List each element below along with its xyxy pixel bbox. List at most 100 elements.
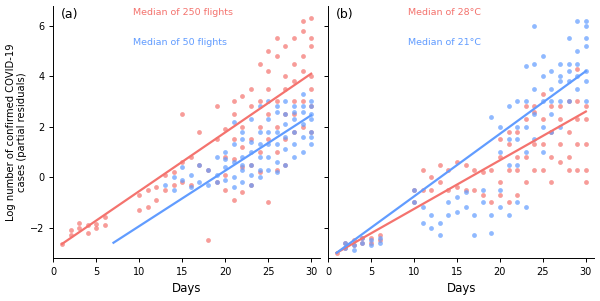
Point bbox=[495, 137, 505, 142]
Point bbox=[581, 167, 590, 172]
Point bbox=[572, 142, 582, 147]
Point bbox=[547, 69, 556, 73]
Point bbox=[255, 175, 265, 179]
Point bbox=[581, 79, 590, 84]
Point bbox=[160, 187, 170, 192]
Point bbox=[220, 157, 230, 162]
Point bbox=[194, 129, 204, 134]
Y-axis label: Log number of confirmed COVID-19
cases (partial residuals): Log number of confirmed COVID-19 cases (… bbox=[5, 43, 27, 221]
Point bbox=[178, 177, 187, 182]
Point bbox=[564, 79, 574, 84]
Point bbox=[272, 124, 281, 129]
Point bbox=[349, 238, 359, 243]
Point bbox=[229, 112, 239, 116]
Point bbox=[529, 61, 539, 66]
Point bbox=[281, 122, 290, 126]
Point bbox=[564, 69, 574, 73]
Point bbox=[246, 162, 256, 167]
Point bbox=[289, 117, 299, 122]
Point bbox=[238, 180, 247, 185]
Point bbox=[478, 200, 488, 205]
Point bbox=[169, 187, 178, 192]
Point bbox=[289, 61, 299, 66]
Point bbox=[512, 129, 522, 134]
Point bbox=[461, 190, 470, 195]
Point bbox=[307, 36, 316, 41]
Point bbox=[66, 233, 76, 237]
Point bbox=[529, 104, 539, 109]
Point bbox=[538, 124, 548, 129]
Point bbox=[100, 215, 110, 220]
Point bbox=[143, 205, 152, 210]
Point bbox=[409, 187, 419, 192]
Text: Median of 28°C: Median of 28°C bbox=[408, 8, 481, 17]
Point bbox=[100, 223, 110, 228]
Point bbox=[521, 205, 530, 210]
Point bbox=[572, 74, 582, 79]
Point bbox=[435, 180, 445, 185]
Point bbox=[521, 124, 530, 129]
Point bbox=[358, 240, 367, 245]
Point bbox=[547, 104, 556, 109]
Point bbox=[263, 129, 273, 134]
Point bbox=[246, 86, 256, 91]
Point bbox=[57, 242, 67, 247]
Point bbox=[255, 170, 265, 175]
Point bbox=[547, 180, 556, 185]
Point bbox=[529, 23, 539, 28]
Point bbox=[581, 69, 590, 73]
Point bbox=[298, 150, 307, 154]
Point bbox=[349, 243, 359, 248]
Point bbox=[409, 200, 419, 205]
Point bbox=[307, 16, 316, 20]
Point bbox=[169, 175, 178, 179]
Point bbox=[229, 99, 239, 104]
Point bbox=[92, 225, 101, 230]
Point bbox=[74, 225, 84, 230]
Point bbox=[272, 109, 281, 114]
Point bbox=[487, 114, 496, 119]
Point bbox=[169, 182, 178, 187]
Point bbox=[512, 192, 522, 197]
Point bbox=[298, 124, 307, 129]
Point bbox=[255, 167, 265, 172]
Point bbox=[255, 150, 265, 154]
Point bbox=[281, 147, 290, 152]
Point bbox=[298, 122, 307, 126]
Point bbox=[375, 235, 385, 240]
Point bbox=[169, 170, 178, 175]
Point bbox=[246, 139, 256, 144]
Point bbox=[272, 150, 281, 154]
Point bbox=[255, 61, 265, 66]
Point bbox=[504, 162, 514, 167]
Point bbox=[238, 94, 247, 99]
Point bbox=[461, 162, 470, 167]
Point bbox=[263, 69, 273, 73]
Point bbox=[263, 99, 273, 104]
Point bbox=[504, 129, 514, 134]
Point bbox=[255, 104, 265, 109]
Point bbox=[134, 192, 144, 197]
Point bbox=[66, 228, 76, 232]
Text: (a): (a) bbox=[61, 8, 79, 21]
Point bbox=[512, 162, 522, 167]
Point bbox=[272, 167, 281, 172]
Point bbox=[555, 74, 565, 79]
Point bbox=[255, 99, 265, 104]
Point bbox=[246, 137, 256, 142]
Point bbox=[555, 124, 565, 129]
Point bbox=[220, 154, 230, 159]
Point bbox=[263, 48, 273, 53]
Point bbox=[263, 154, 273, 159]
Point bbox=[555, 104, 565, 109]
Point bbox=[307, 104, 316, 109]
Point bbox=[349, 248, 359, 253]
Point bbox=[555, 79, 565, 84]
Point bbox=[272, 170, 281, 175]
Point bbox=[289, 99, 299, 104]
Point bbox=[443, 167, 453, 172]
Point bbox=[307, 74, 316, 79]
Point bbox=[504, 200, 514, 205]
Point bbox=[281, 112, 290, 116]
Point bbox=[512, 99, 522, 104]
